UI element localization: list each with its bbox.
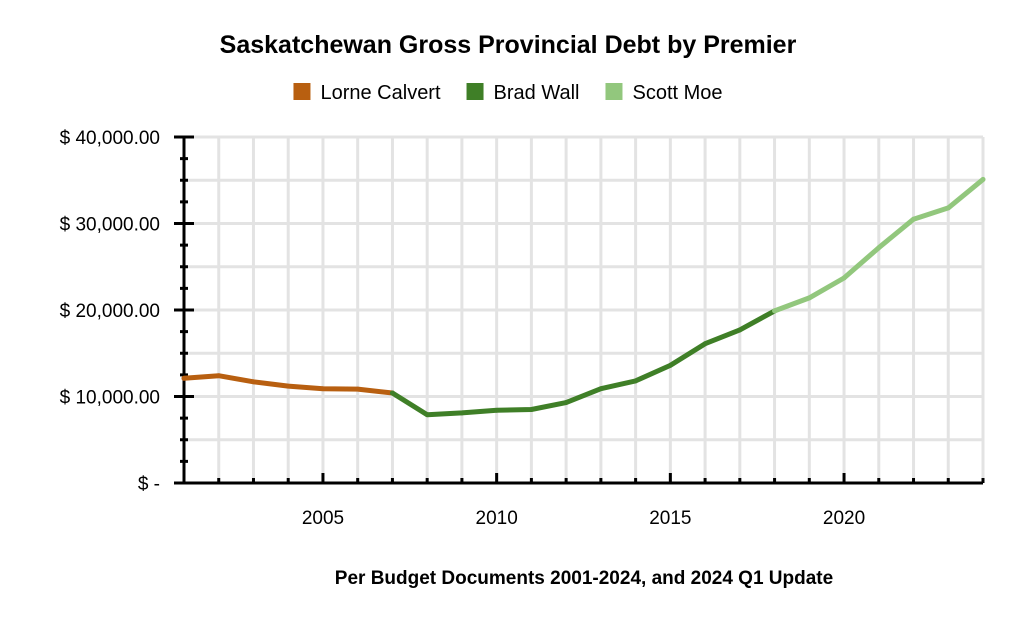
- plot-grid: [184, 135, 985, 483]
- y-tick-label: $ -: [138, 474, 160, 495]
- data-point-brad-wall: [424, 412, 430, 418]
- data-point-scott-moe: [772, 308, 777, 314]
- x-tick-label: 2005: [302, 508, 344, 529]
- data-point-brad-wall: [494, 407, 500, 413]
- y-tick-label: $ 20,000.00: [60, 301, 160, 322]
- data-point-lorne-calvert: [285, 383, 291, 389]
- legend-swatch-lorne-calvert: [293, 83, 311, 100]
- data-point-brad-wall: [737, 327, 743, 333]
- data-point-scott-moe: [806, 295, 812, 301]
- y-tick-label: $ 30,000.00: [60, 215, 160, 236]
- x-tick-label: 2015: [649, 508, 691, 529]
- data-point-scott-moe: [911, 216, 916, 222]
- series-line-brad-wall: [389, 308, 778, 418]
- data-point-brad-wall: [390, 390, 395, 396]
- series-lines: [181, 176, 986, 418]
- legend-swatch-brad-wall: [466, 83, 484, 100]
- x-tick-label: 2020: [823, 508, 865, 529]
- data-point-scott-moe: [876, 245, 882, 251]
- data-point-lorne-calvert: [251, 379, 256, 385]
- data-point-scott-moe: [841, 275, 847, 281]
- legend-label-lorne-calvert: Lorne Calvert: [320, 82, 441, 104]
- chart-title: Saskatchewan Gross Provincial Debt by Pr…: [220, 31, 797, 59]
- data-point-lorne-calvert: [216, 373, 222, 379]
- data-point-lorne-calvert: [320, 386, 326, 392]
- data-point-brad-wall: [667, 362, 673, 368]
- data-point-lorne-calvert: [181, 375, 187, 381]
- x-tick-label: 2010: [476, 508, 518, 529]
- data-point-brad-wall: [633, 378, 639, 384]
- data-point-brad-wall: [459, 410, 465, 416]
- data-point-brad-wall: [563, 400, 569, 405]
- data-point-scott-moe: [980, 176, 986, 182]
- legend-label-brad-wall: Brad Wall: [494, 82, 580, 104]
- chart-legend: Lorne Calvert Brad Wall Scott Moe: [293, 82, 723, 104]
- data-point-brad-wall: [598, 386, 604, 392]
- data-point-scott-moe: [945, 205, 951, 211]
- legend-swatch-scott-moe: [605, 83, 623, 100]
- legend-label-scott-moe: Scott Moe: [632, 82, 722, 104]
- x-axis-title: Per Budget Documents 2001-2024, and 2024…: [335, 568, 833, 589]
- data-point-lorne-calvert: [355, 386, 361, 392]
- y-tick-label: $ 40,000.00: [60, 128, 160, 149]
- chart-axes: $ - $ 10,000.00 $ 20,000.00 $ 30,000.00 $ 40…: [60, 128, 985, 529]
- data-point-brad-wall: [702, 341, 708, 347]
- y-tick-label: $ 10,000.00: [60, 388, 160, 409]
- data-point-brad-wall: [528, 407, 534, 412]
